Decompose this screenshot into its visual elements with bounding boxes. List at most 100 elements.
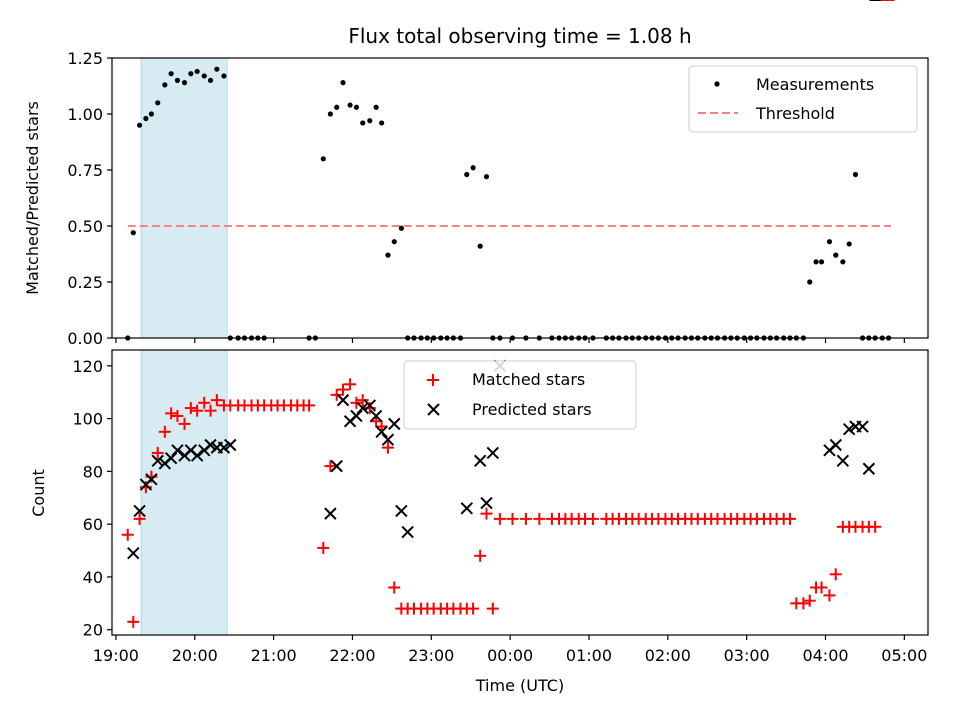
measurement-point <box>136 122 143 128</box>
matched-star-point <box>191 404 204 417</box>
measurement-point <box>385 252 391 258</box>
predicted-star-point <box>473 454 487 468</box>
top-panel: 0.00 0.25 0.50 0.75 1.00 1.25 Matched/Predict… <box>23 49 929 348</box>
matched-star-point <box>210 394 223 407</box>
matched-star-point <box>171 409 184 422</box>
matched-star-point <box>151 446 164 459</box>
measurement-point <box>214 66 220 72</box>
top-span-shaded-interval <box>140 57 228 339</box>
measurement-point <box>155 100 161 106</box>
top-axes-frame <box>111 57 929 339</box>
predicted-star-point <box>145 473 158 486</box>
predicted-star-point <box>460 502 473 515</box>
measurement-point <box>353 104 360 110</box>
top-legend: Measurements Threshold <box>688 65 918 133</box>
bottom-xtick-label: 21:00 <box>251 646 297 665</box>
predicted-star-point <box>829 438 842 452</box>
matched-star-point <box>165 407 178 420</box>
predicted-star-point <box>324 507 337 520</box>
predicted-star-point <box>862 462 876 475</box>
legend-marker-predicted-stars <box>427 403 440 416</box>
predicted-star-point <box>369 409 383 423</box>
predicted-star-point <box>842 422 856 436</box>
legend-marker-matched-stars <box>427 374 439 386</box>
matched-star-point <box>797 597 810 610</box>
bottom-ytick-label: 20 <box>83 621 103 640</box>
matched-star-point <box>480 507 493 520</box>
matched-star-point <box>784 512 797 525</box>
bottom-y-axis-label: Count <box>29 469 48 517</box>
predicted-star-point <box>486 446 500 460</box>
legend-label-predicted-stars: Predicted stars <box>472 400 592 419</box>
top-ytick-label: 1.00 <box>67 105 103 124</box>
measurement-point <box>391 239 397 245</box>
predicted-star-point <box>330 459 343 473</box>
predicted-star-point <box>480 496 493 510</box>
matched-star-point <box>467 602 480 615</box>
matched-star-point <box>493 512 506 525</box>
measurement-point <box>168 71 174 77</box>
measurement-point <box>464 171 470 178</box>
predicted-star-point <box>350 409 363 423</box>
predicted-star-point <box>190 449 204 462</box>
predicted-star-point <box>133 504 146 518</box>
bottom-xtick-label: 23:00 <box>408 646 454 665</box>
matched-star-point <box>519 512 532 525</box>
measurement-point <box>340 80 346 86</box>
matched-star-point <box>127 615 140 628</box>
top-ytick-label: 0.50 <box>67 217 103 236</box>
predicted-star-point <box>224 438 237 452</box>
top-ytick-label: 1.25 <box>67 49 103 68</box>
predicted-star-point <box>171 444 184 457</box>
chart-title: Flux total observing time = 1.08 h <box>348 24 691 48</box>
measurement-point <box>221 73 227 79</box>
bottom-legend: Matched stars Predicted stars <box>403 360 637 430</box>
matched-star-point <box>324 460 337 473</box>
predicted-star-point <box>127 546 140 560</box>
matched-star-point <box>204 404 217 417</box>
measurement-point <box>807 279 813 285</box>
matched-star-point <box>184 402 197 415</box>
legend-label-matched-stars: Matched stars <box>472 370 585 389</box>
top-ytick-label: 0.75 <box>67 161 103 180</box>
matched-star-point <box>506 512 519 525</box>
bottom-xtick-label: 05:00 <box>881 646 927 665</box>
bottom-panel: 20 40 60 80 100 120 19:00 20:00 21:00 22:00 23:00… <box>29 0 929 695</box>
matched-star-point <box>474 549 487 562</box>
measurement-point <box>347 102 353 108</box>
predicted-star-point <box>204 438 217 452</box>
bottom-ytick-label: 100 <box>72 410 103 429</box>
bottom-xtick-label: 22:00 <box>329 646 375 665</box>
measurement-point <box>840 259 846 265</box>
matched-star-point <box>350 396 363 409</box>
predicted-star-point <box>381 433 395 446</box>
matched-star-point <box>869 520 882 533</box>
measurement-point <box>334 104 340 110</box>
measurement-point <box>470 165 476 171</box>
legend-marker-measurements <box>714 81 720 87</box>
bottom-ytick-label: 40 <box>83 568 103 587</box>
legend-label-measurements: Measurements <box>756 75 874 94</box>
predicted-star-point <box>856 420 869 433</box>
matched-star-point <box>381 441 394 454</box>
bottom-axes-frame <box>111 349 929 636</box>
measurement-point <box>818 259 825 265</box>
measurement-point <box>826 239 833 245</box>
bottom-ytick-label: 60 <box>83 515 103 534</box>
bottom-ytick-label: 80 <box>83 462 103 481</box>
predicted-star-point <box>164 451 178 465</box>
matched-star-point <box>330 388 343 401</box>
matched-star-point <box>533 512 546 525</box>
measurement-point <box>483 174 490 180</box>
bottom-xtick-label: 04:00 <box>802 646 848 665</box>
measurement-point <box>398 225 404 231</box>
matched-star-point <box>337 383 350 396</box>
bottom-xtick-label: 19:00 <box>93 646 139 665</box>
predicted-star-point <box>217 441 231 454</box>
predicted-star-point <box>388 417 401 431</box>
matched-star-point <box>815 581 828 594</box>
top-y-axis-label: Matched/Predicted stars <box>23 101 42 295</box>
matched-star-point <box>317 541 330 554</box>
measurement-point <box>367 118 373 124</box>
measurement-point <box>379 120 385 126</box>
